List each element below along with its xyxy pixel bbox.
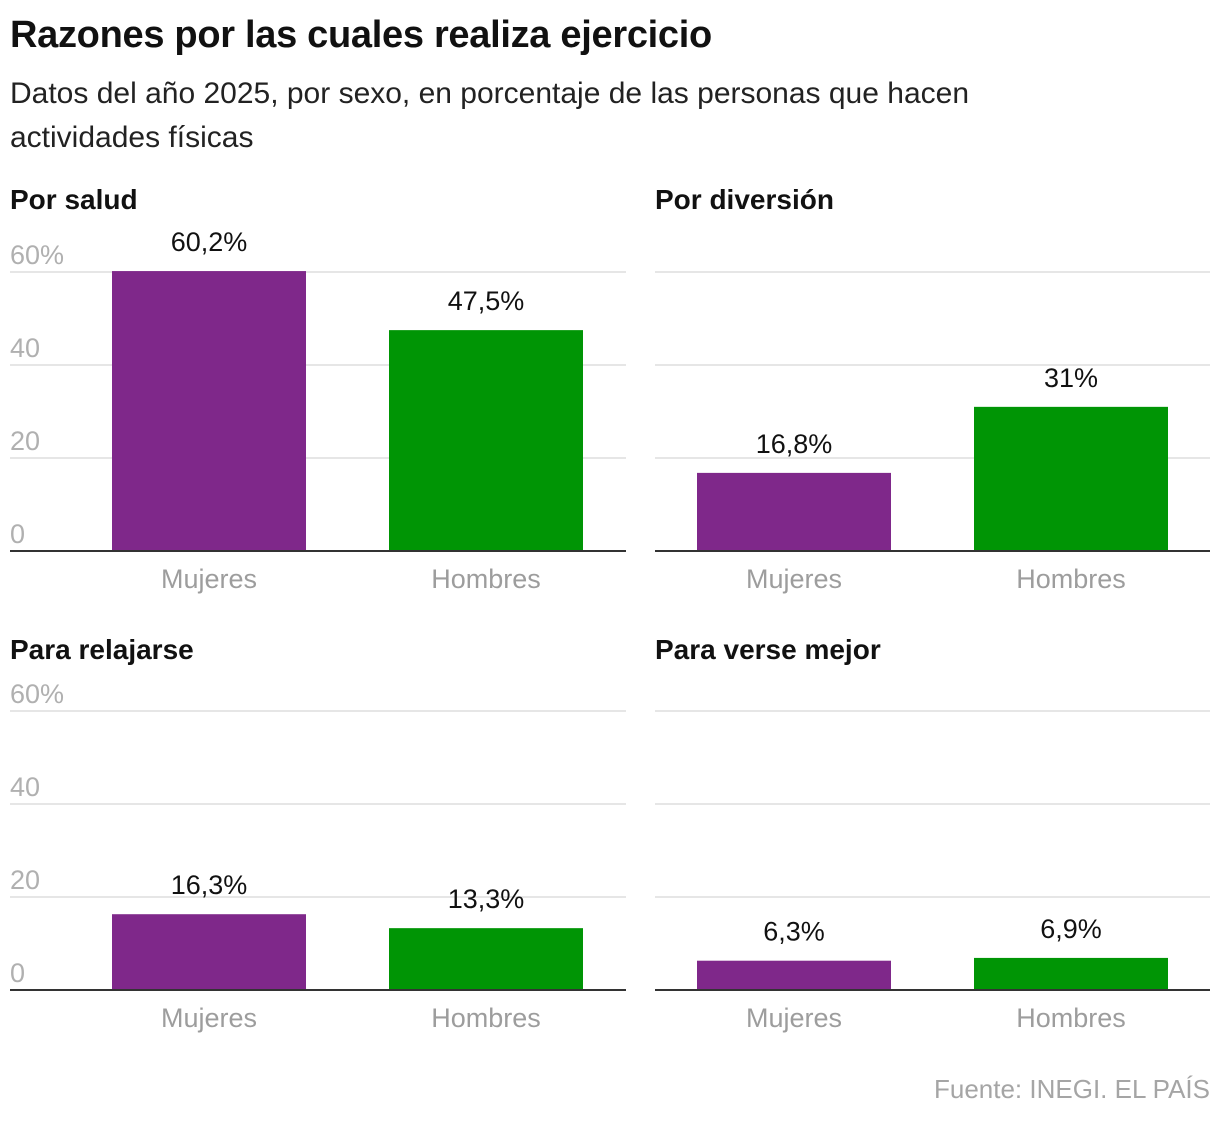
category-label-para-verse-mejor-hombres: Hombres <box>1016 1003 1126 1033</box>
panel-title-para-verse-mejor: Para verse mejor <box>655 634 881 665</box>
category-label-para-verse-mejor-mujeres: Mujeres <box>746 1003 842 1033</box>
y-tick-label-para-relajarse-40: 40 <box>10 772 40 802</box>
bar-para-relajarse-mujeres <box>112 914 306 990</box>
category-label-por-diversion-mujeres: Mujeres <box>746 564 842 594</box>
bar-para-verse-mejor-hombres <box>974 957 1168 990</box>
chart-subtitle: Datos del año 2025, por sexo, en porcent… <box>10 77 970 154</box>
bar-por-salud-hombres <box>389 330 583 551</box>
y-tick-label-para-relajarse-60: 60% <box>10 679 64 709</box>
panel-title-por-diversion: Por diversión <box>655 184 834 215</box>
category-label-para-relajarse-hombres: Hombres <box>431 1003 541 1033</box>
data-label-por-diversion-hombres: 31% <box>1044 363 1098 393</box>
data-label-para-relajarse-mujeres: 16,3% <box>171 870 248 900</box>
data-label-para-verse-mejor-mujeres: 6,3% <box>763 917 825 947</box>
y-tick-label-por-salud-0: 0 <box>10 519 25 549</box>
y-tick-label-por-salud-20: 20 <box>10 426 40 456</box>
y-tick-label-por-salud-40: 40 <box>10 333 40 363</box>
y-tick-label-por-salud-60: 60% <box>10 240 64 270</box>
y-tick-label-para-relajarse-20: 20 <box>10 865 40 895</box>
category-label-para-relajarse-mujeres: Mujeres <box>161 1003 257 1033</box>
bar-por-diversion-mujeres <box>697 472 891 551</box>
source-note: Fuente: INEGI. EL PAÍS <box>933 1074 1210 1104</box>
bar-para-verse-mejor-mujeres <box>697 960 891 990</box>
category-label-por-salud-hombres: Hombres <box>431 564 541 594</box>
data-label-por-salud-hombres: 47,5% <box>448 286 525 316</box>
data-label-para-relajarse-hombres: 13,3% <box>448 884 525 914</box>
data-label-por-salud-mujeres: 60,2% <box>171 227 248 257</box>
bar-para-relajarse-hombres <box>389 928 583 990</box>
data-label-para-verse-mejor-hombres: 6,9% <box>1040 914 1102 944</box>
category-label-por-salud-mujeres: Mujeres <box>161 564 257 594</box>
bar-por-salud-mujeres <box>112 271 306 551</box>
panel-title-para-relajarse: Para relajarse <box>10 634 194 665</box>
panel-title-por-salud: Por salud <box>10 184 138 215</box>
data-label-por-diversion-mujeres: 16,8% <box>756 429 833 459</box>
bar-por-diversion-hombres <box>974 406 1168 551</box>
category-label-por-diversion-hombres: Hombres <box>1016 564 1126 594</box>
chart-title: Razones por las cuales realiza ejercicio <box>10 14 712 56</box>
y-tick-label-para-relajarse-0: 0 <box>10 958 25 988</box>
